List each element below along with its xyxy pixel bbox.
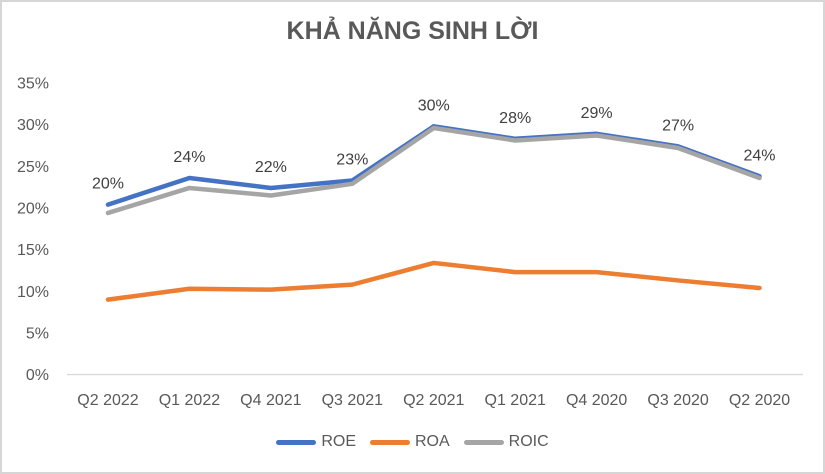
x-axis-category-label: Q2 2020 (729, 392, 790, 409)
data-label: 23% (336, 151, 368, 168)
data-label: 30% (418, 97, 450, 114)
x-axis-category-label: Q2 2021 (403, 392, 464, 409)
series-line-roic (105, 125, 762, 216)
data-label: 20% (92, 176, 124, 193)
y-axis-tick-label: 10% (17, 284, 49, 301)
legend: ROE ROA ROIC (2, 433, 823, 451)
y-axis-tick-label: 20% (17, 200, 49, 217)
data-label: 29% (581, 105, 613, 122)
y-axis-tick-label: 5% (26, 325, 49, 342)
y-axis-tick-label: 35% (17, 75, 49, 92)
data-label: 24% (173, 149, 205, 166)
legend-label-roa: ROA (415, 433, 450, 450)
legend-label-roe: ROE (321, 433, 356, 450)
legend-item-roe: ROE (276, 433, 356, 451)
legend-item-roa: ROA (370, 433, 450, 451)
x-axis-category-label: Q1 2021 (485, 392, 546, 409)
y-axis-tick-label: 25% (17, 159, 49, 176)
data-label: 27% (662, 117, 694, 134)
series-line-roe (105, 124, 762, 207)
legend-marker-roa (370, 439, 410, 445)
data-label: 28% (499, 110, 531, 127)
y-axis-tick-label: 15% (17, 242, 49, 259)
data-label: 24% (744, 147, 776, 164)
series-line-roa (105, 260, 762, 302)
x-axis-category-label: Q2 2022 (77, 392, 138, 409)
y-axis-tick-label: 0% (26, 367, 49, 384)
legend-marker-roe (276, 439, 317, 445)
x-axis-category-label: Q3 2021 (322, 392, 383, 409)
legend-marker-roic (463, 439, 504, 445)
x-axis-category-label: Q4 2021 (240, 392, 301, 409)
legend-item-roic: ROIC (463, 433, 549, 451)
legend-label-roic: ROIC (508, 433, 549, 450)
chart-title: KHẢ NĂNG SINH LỜI (286, 17, 539, 45)
x-axis-category-label: Q1 2022 (159, 392, 220, 409)
data-label: 22% (255, 159, 287, 176)
x-axis-category-label: Q4 2020 (566, 392, 627, 409)
y-axis-tick-label: 30% (17, 117, 49, 134)
x-axis-category-label: Q3 2020 (647, 392, 708, 409)
